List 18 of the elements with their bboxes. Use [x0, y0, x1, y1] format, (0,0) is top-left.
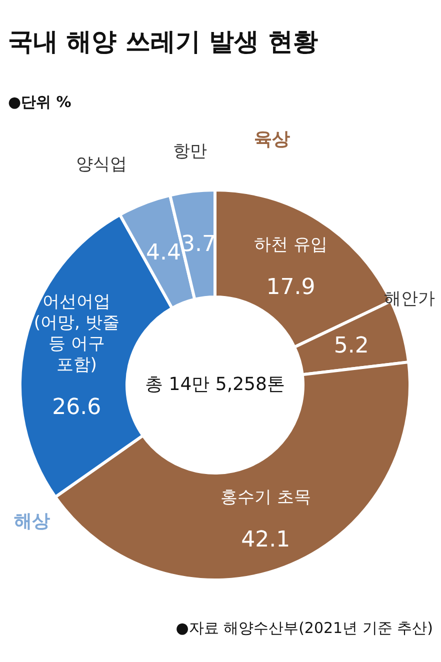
text: 육상 [254, 129, 290, 150]
slice-label: 어선어업 (어망, 밧줄 등 어구 포함) [34, 292, 120, 375]
slice-label: 항만 [173, 141, 208, 162]
chart-subtitle: ●단위 % [8, 93, 72, 111]
data-label: 3.7 [181, 232, 216, 257]
text: 해상 [14, 511, 50, 532]
data-label: 26.6 [52, 394, 102, 420]
slice-label: 해안가 [384, 288, 435, 309]
text: ●자료 해양수산부(2021년 기준 추산) [176, 619, 433, 637]
data-label: 5.2 [334, 334, 369, 359]
chart-title: 국내 해양 쓰레기 발생 현황 [8, 27, 318, 56]
data-label: 17.9 [266, 274, 316, 300]
data-label: 42.1 [241, 528, 290, 553]
slice-label: 하천 유입 [254, 234, 328, 255]
text: 총 14만 5,258톤 [145, 374, 285, 395]
slice-label: 홍수기 초목 [220, 488, 311, 508]
data-label: 4.4 [146, 240, 182, 266]
slice-label: 양식업 [76, 154, 128, 175]
